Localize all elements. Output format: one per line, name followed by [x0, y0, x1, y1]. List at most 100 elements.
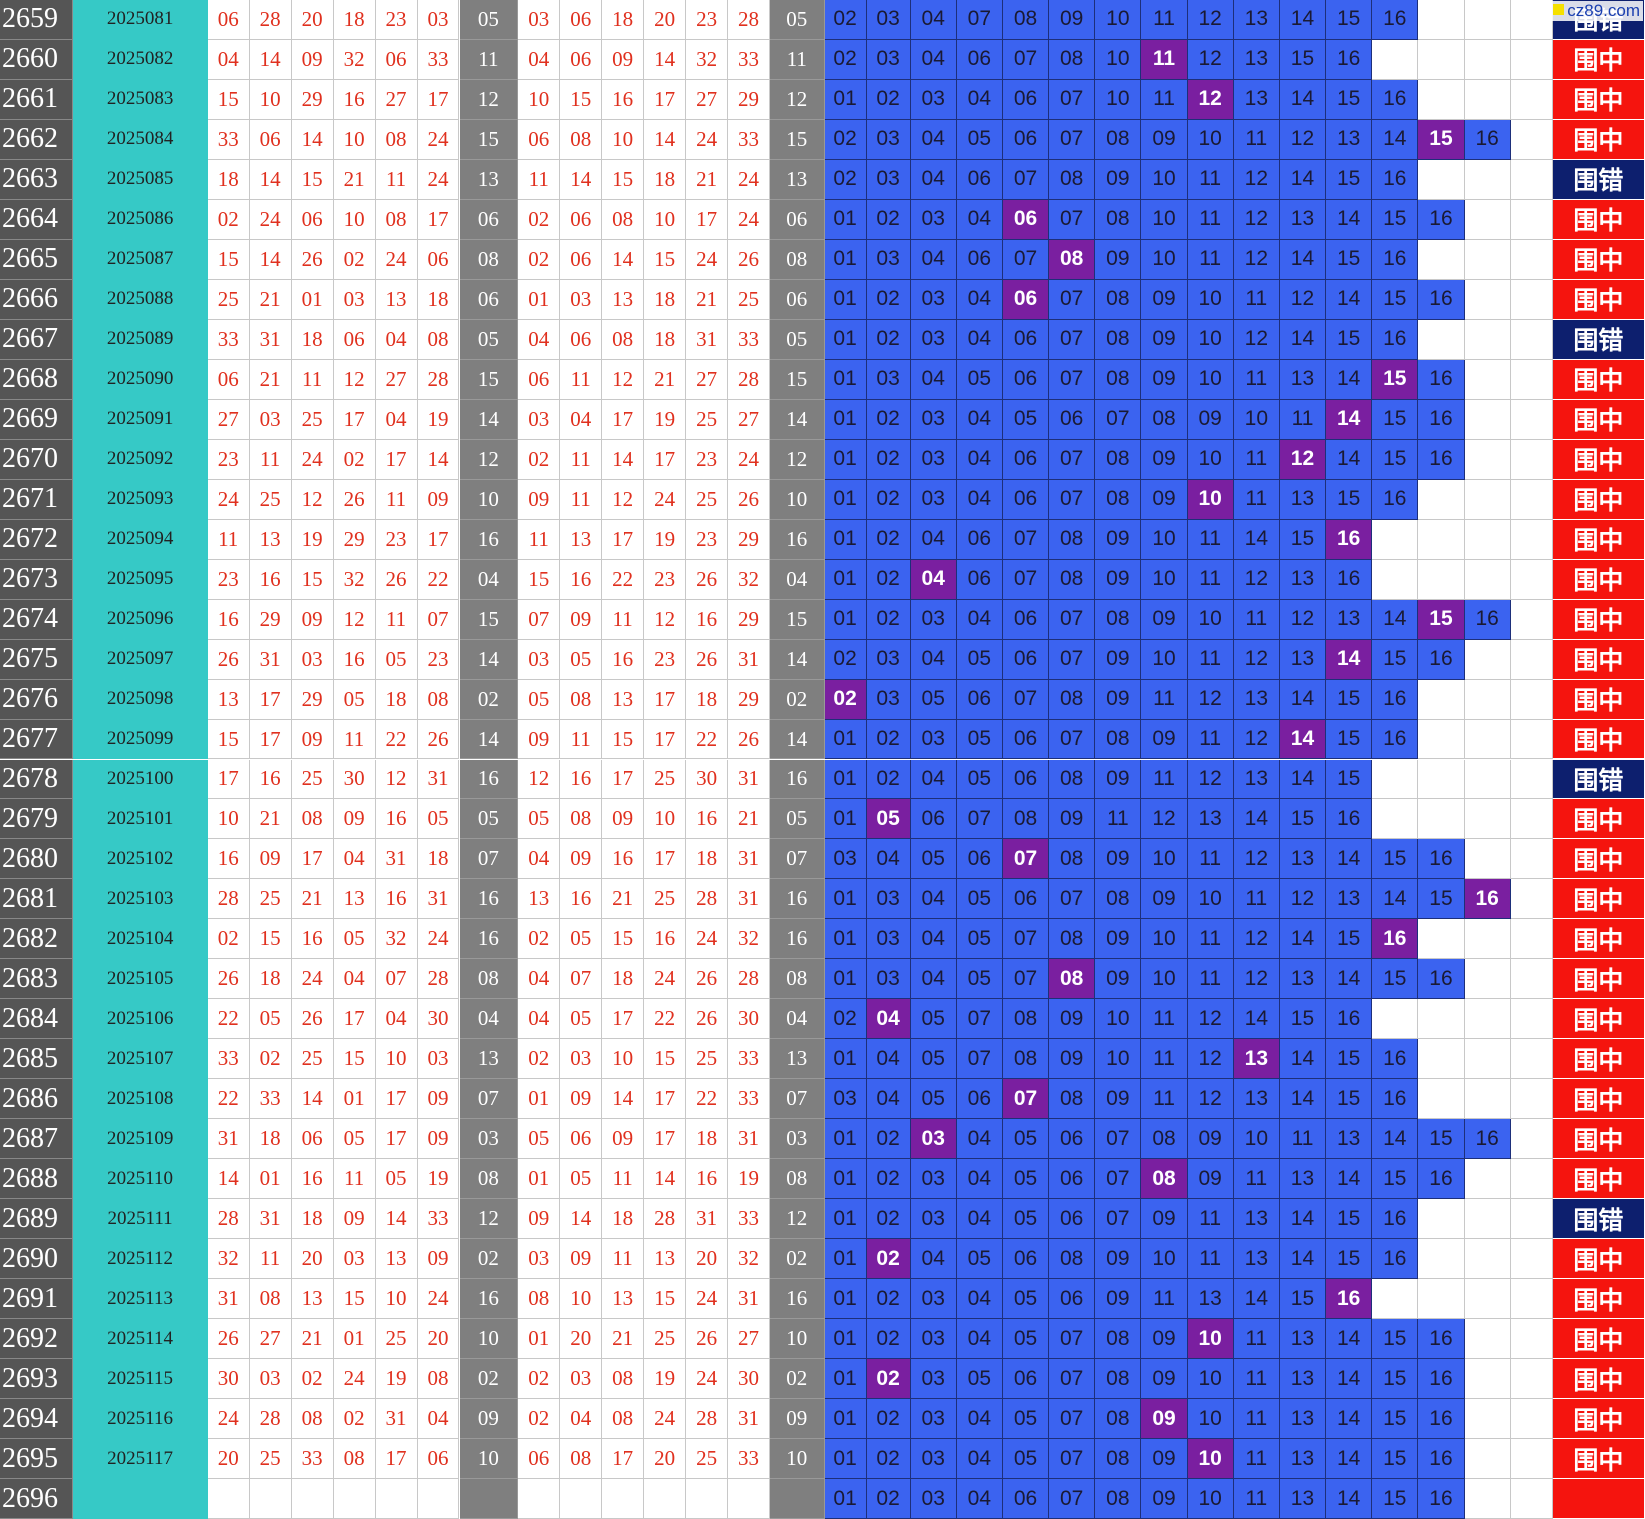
draw-number: 06 — [417, 1439, 460, 1480]
draw-number: 26 — [375, 559, 418, 600]
result: 围中 — [1552, 1079, 1645, 1120]
special-number: 08 — [459, 1159, 519, 1200]
empty-cell — [1418, 1279, 1465, 1320]
coverage-number: 07 — [1049, 359, 1096, 400]
sorted-number: 02 — [518, 1039, 561, 1080]
coverage-number: 02 — [824, 0, 867, 40]
sorted-number: 17 — [644, 679, 687, 720]
row-number: 2664 — [0, 199, 74, 240]
coverage-number: 13 — [1233, 39, 1280, 80]
coverage-number: 16 — [1326, 999, 1373, 1040]
draw-number: 05 — [249, 999, 292, 1040]
coverage-number: 06 — [1002, 119, 1050, 160]
sorted-number: 28 — [728, 959, 771, 1000]
sorted-number: 11 — [602, 1239, 645, 1280]
draw-number: 18 — [291, 1199, 334, 1240]
coverage-number: 05 — [1002, 1159, 1050, 1200]
special-number: 14 — [770, 399, 825, 440]
draw-number: 16 — [249, 559, 292, 600]
special-number: 07 — [459, 839, 519, 880]
row-number: 2689 — [0, 1199, 74, 1240]
sorted-number: 11 — [602, 1159, 645, 1200]
draw-number: 25 — [291, 399, 334, 440]
draw-number: 30 — [333, 759, 376, 800]
coverage-number: 08 — [1095, 1439, 1142, 1480]
sorted-number: 06 — [560, 0, 603, 40]
draw-number: 20 — [291, 0, 334, 40]
coverage-number: 13 — [1279, 199, 1327, 240]
draw-number: 30 — [207, 1359, 250, 1400]
sorted-number: 31 — [728, 879, 771, 920]
draw-number: 31 — [207, 1279, 250, 1320]
coverage-number: 02 — [866, 519, 911, 560]
coverage-number: 16 — [1418, 1439, 1465, 1480]
row-number: 2683 — [0, 959, 74, 1000]
hit-number: 12 — [1187, 79, 1234, 120]
sorted-number: 17 — [602, 1439, 645, 1480]
coverage-number: 09 — [1141, 1199, 1188, 1240]
draw-number: 32 — [333, 559, 376, 600]
special-number: 08 — [770, 959, 825, 1000]
issue: 2025104 — [73, 919, 208, 960]
draw-number: 16 — [207, 839, 250, 880]
coverage-number: 07 — [1049, 719, 1096, 760]
sorted-number: 09 — [560, 599, 603, 640]
coverage-number: 11 — [1095, 799, 1142, 840]
row-number: 2669 — [0, 399, 74, 440]
sorted-number: 28 — [728, 0, 771, 40]
coverage-number: 02 — [866, 1479, 911, 1519]
result: 围中 — [1552, 999, 1645, 1040]
draw-number: 01 — [333, 1319, 376, 1360]
coverage-number: 16 — [1418, 1359, 1465, 1400]
draw-number: 18 — [249, 1119, 292, 1160]
special-number: 09 — [770, 1399, 825, 1440]
empty-cell — [1418, 239, 1465, 280]
coverage-number: 05 — [956, 919, 1003, 960]
coverage-number: 15 — [1372, 399, 1419, 440]
sorted-number: 01 — [518, 1319, 561, 1360]
coverage-number: 11 — [1187, 159, 1234, 200]
coverage-number: 10 — [1141, 519, 1188, 560]
coverage-number: 08 — [1141, 399, 1188, 440]
coverage-number: 11 — [1233, 279, 1280, 320]
draw-number: 19 — [417, 399, 460, 440]
coverage-number: 01 — [824, 79, 867, 120]
draw-number: 09 — [291, 39, 334, 80]
coverage-number: 08 — [1002, 999, 1050, 1040]
result: 围中 — [1552, 1279, 1645, 1320]
coverage-number: 13 — [1187, 799, 1234, 840]
empty-cell — [1418, 1239, 1465, 1280]
coverage-number: 15 — [1372, 639, 1419, 680]
draw-number: 17 — [249, 679, 292, 720]
coverage-number: 11 — [1187, 239, 1234, 280]
coverage-number: 02 — [866, 1319, 911, 1360]
issue: 2025113 — [73, 1279, 208, 1320]
hit-number: 15 — [1418, 119, 1465, 160]
special-number: 04 — [459, 559, 519, 600]
coverage-number: 06 — [956, 1079, 1003, 1120]
draw-number: 15 — [207, 719, 250, 760]
coverage-number: 09 — [1095, 679, 1142, 720]
empty-cell — [1418, 999, 1465, 1040]
sorted-number: 33 — [728, 1439, 771, 1480]
sorted-number: 18 — [602, 0, 645, 40]
sorted-number: 15 — [602, 919, 645, 960]
sorted-number: 20 — [686, 1239, 729, 1280]
coverage-number: 16 — [1464, 1119, 1511, 1160]
sorted-number: 24 — [728, 439, 771, 480]
sorted-number: 06 — [560, 199, 603, 240]
coverage-number: 07 — [1002, 679, 1050, 720]
row-number: 2676 — [0, 679, 74, 720]
coverage-number: 07 — [1049, 279, 1096, 320]
coverage-number: 09 — [1049, 0, 1096, 40]
draw-number — [291, 1479, 334, 1519]
coverage-number: 16 — [1418, 359, 1465, 400]
empty-cell — [1510, 359, 1553, 400]
coverage-number: 04 — [866, 1079, 911, 1120]
empty-cell — [1372, 759, 1419, 800]
sorted-number: 27 — [686, 359, 729, 400]
coverage-number: 06 — [1002, 79, 1050, 120]
empty-cell — [1510, 639, 1553, 680]
hit-number: 03 — [910, 1119, 957, 1160]
issue: 2025107 — [73, 1039, 208, 1080]
